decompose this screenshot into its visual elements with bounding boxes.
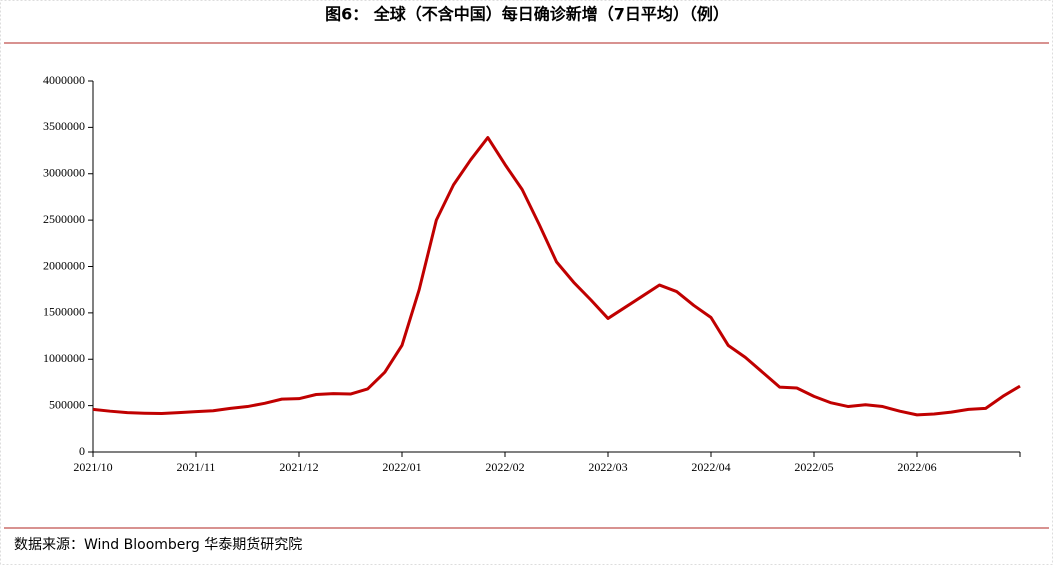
x-tick-label: 2022/02 — [485, 460, 524, 474]
y-tick-label: 3500000 — [43, 119, 85, 133]
y-tick-label: 4000000 — [43, 73, 85, 87]
y-tick-label: 500000 — [49, 397, 85, 411]
y-tick-label: 2000000 — [43, 258, 85, 272]
x-tick-label: 2022/05 — [794, 460, 833, 474]
x-tick-label: 2022/03 — [588, 460, 627, 474]
chart-title: 图6： 全球（不含中国）每日确诊新增（7日平均）（例） — [325, 5, 729, 24]
source-note: 数据来源：Wind Bloomberg 华泰期货研究院 — [14, 536, 302, 553]
y-tick-label: 1000000 — [43, 351, 85, 365]
x-tick-label: 2022/01 — [382, 460, 421, 474]
x-tick-label: 2022/06 — [897, 460, 936, 474]
y-tick-label: 1500000 — [43, 305, 85, 319]
x-tick-label: 2021/11 — [177, 460, 216, 474]
plot-area: 0 500000 1000000 1500000 2000000 2500000 30000… — [43, 73, 1021, 474]
x-tick-label: 2021/12 — [279, 460, 318, 474]
y-tick-label: 3000000 — [43, 166, 85, 180]
data-line — [92, 136, 1021, 417]
x-tick-label: 2022/04 — [691, 460, 730, 474]
y-tick-label: 0 — [79, 444, 85, 458]
y-tick-label: 2500000 — [43, 212, 85, 226]
x-tick-label: 2021/10 — [73, 460, 112, 474]
